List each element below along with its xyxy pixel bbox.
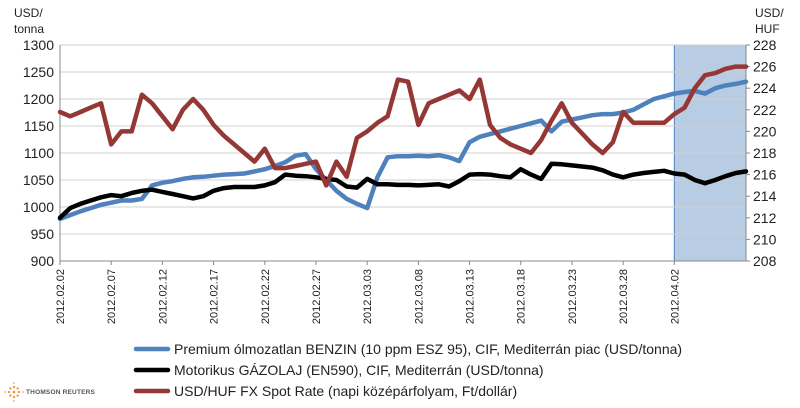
- thomson-reuters-logo: THOMSON REUTERS: [4, 382, 95, 402]
- x-tick-label: 2012.03.08: [413, 269, 425, 324]
- x-tick-label: 2012.02.02: [55, 269, 67, 324]
- x-tick-label: 2012.02.17: [209, 269, 221, 324]
- right-tick-label: 212: [753, 210, 777, 226]
- left-tick-label: 1200: [23, 91, 54, 107]
- right-axis-label-line2: HUF: [755, 22, 780, 36]
- x-tick-label: 2012.03.23: [567, 269, 579, 324]
- left-tick-label: 1050: [23, 172, 54, 188]
- right-tick-label: 214: [753, 188, 777, 204]
- right-tick-label: 208: [753, 253, 777, 269]
- right-tick-label: 220: [753, 123, 777, 139]
- x-tick-label: 2012.02.27: [311, 269, 323, 324]
- legend: Premium ólmozatlan BENZIN (10 ppm ESZ 95…: [133, 341, 682, 399]
- x-tick-label: 2012.03.18: [516, 269, 528, 324]
- legend-label-3: USD/HUF FX Spot Rate (napi középárfolyam…: [174, 383, 517, 399]
- left-tick-label: 1150: [24, 118, 54, 134]
- x-tick-label: 2012.04.02: [669, 269, 681, 324]
- x-axis-ticks: 2012.02.02 2012.02.07 2012.02.12 2012.02.17…: [55, 261, 681, 324]
- series-line-2: [57, 161, 749, 221]
- right-tick-label: 210: [753, 231, 777, 247]
- logo-text: THOMSON REUTERS: [26, 389, 96, 396]
- right-tick-label: 216: [753, 167, 777, 183]
- left-tick-label: 1000: [23, 199, 54, 215]
- series-line-1: [57, 79, 749, 222]
- left-axis-label-line1: USD/: [14, 6, 43, 20]
- left-tick-label: 900: [31, 253, 55, 269]
- x-tick-label: 2012.02.22: [260, 269, 272, 324]
- left-axis-label-line2: tonna: [14, 22, 44, 36]
- left-axis-ticks: 1300 1250 1200 1150 1100 1050 1000 950 900: [23, 37, 54, 269]
- right-tick-label: 224: [753, 80, 777, 96]
- x-tick-label: 2012.03.13: [465, 269, 477, 324]
- right-tick-label: 226: [753, 59, 777, 75]
- right-tick-label: 218: [753, 145, 777, 161]
- series-line-3: [57, 64, 749, 188]
- x-tick-label: 2012.02.07: [106, 269, 118, 324]
- x-tick-label: 2012.03.28: [618, 269, 630, 324]
- left-tick-label: 1250: [23, 64, 54, 80]
- x-tick-label: 2012.02.12: [157, 269, 169, 324]
- left-tick-label: 1300: [23, 37, 54, 53]
- right-axis-label-line1: USD/: [755, 6, 784, 20]
- legend-label-2: Motorikus GÁZOLAJ (EN590), CIF, Mediterr…: [174, 362, 544, 378]
- left-tick-label: 950: [31, 226, 55, 242]
- x-tick-label: 2012.03.03: [362, 269, 374, 324]
- gridlines-layer: [60, 44, 746, 262]
- left-tick-label: 1100: [24, 145, 54, 161]
- right-axis-ticks: 228 226 224 222 220 218 216 214 212 210 208: [746, 37, 777, 269]
- right-tick-label: 228: [753, 37, 777, 53]
- right-tick-label: 222: [753, 102, 777, 118]
- series-layer: [57, 64, 749, 222]
- legend-label-1: Premium ólmozatlan BENZIN (10 ppm ESZ 95…: [174, 341, 682, 357]
